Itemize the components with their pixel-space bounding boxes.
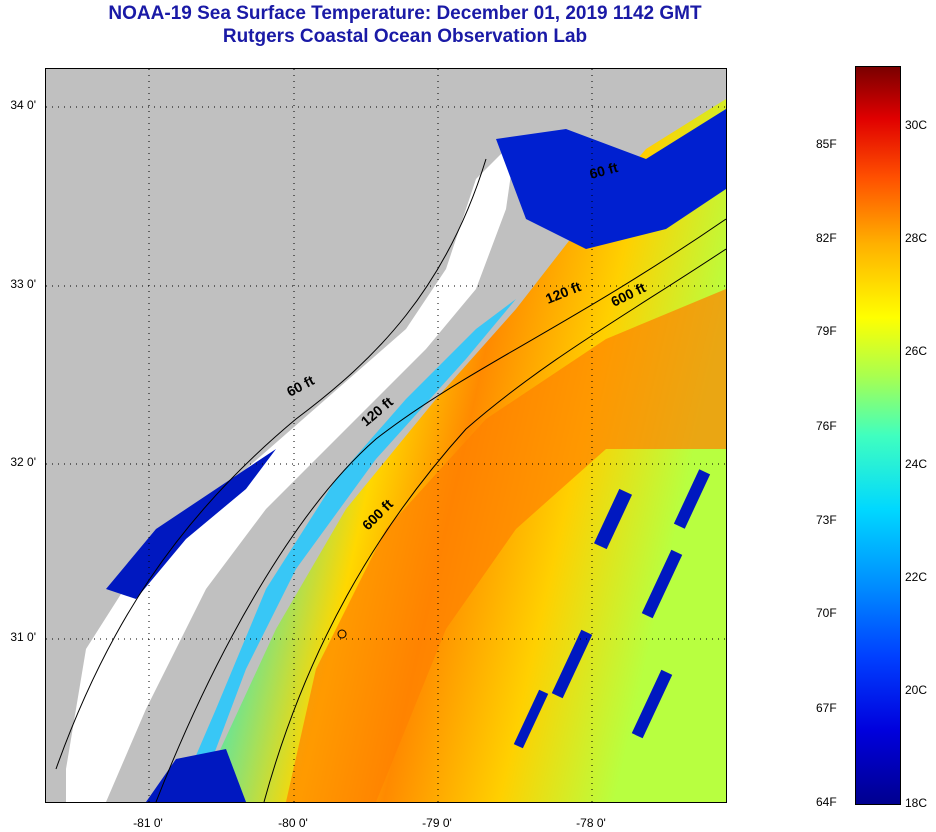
colorbar-label-64f: 64F [816, 795, 837, 809]
colorbar-label-79f: 79F [816, 324, 837, 338]
lat-label-34: 34 0' [10, 98, 36, 112]
lon-label-81: -81 0' [133, 816, 163, 830]
colorbar-label-18c: 18C [905, 796, 928, 810]
colorbar-label-67f: 67F [816, 701, 837, 715]
lon-label-80: -80 0' [278, 816, 308, 830]
lon-label-79: -79 0' [422, 816, 452, 830]
sst-map-canvas: 60 ft 120 ft 600 ft 120 ft 600 ft 60 ft [46, 69, 726, 802]
lat-label-31: 31 0' [10, 630, 36, 644]
offshore-cold-streaks [513, 469, 711, 749]
lon-label-78: -78 0' [576, 816, 606, 830]
northeast-land [606, 69, 726, 129]
lat-label-32: 32 0' [10, 455, 36, 469]
colorbar-label-73f: 73F [816, 513, 837, 527]
bathymetry-contours [55, 158, 726, 802]
nearshore-cool-band [176, 299, 516, 802]
map-subtitle: Rutgers Coastal Ocean Observation Lab [222, 26, 588, 47]
colorbar-label-76f: 76F [816, 419, 837, 433]
map-title: NOAA-19 Sea Surface Temperature: Decembe… [108, 3, 702, 24]
colorbar-label-82f: 82F [816, 231, 837, 245]
contour-120ft [155, 218, 726, 802]
colorbar-label-28c: 28C [905, 231, 928, 245]
contour-600ft [263, 248, 726, 802]
colorbar-label-24c: 24C [905, 457, 928, 471]
colorbar-label-30c: 30C [905, 118, 928, 132]
colorbar-label-70f: 70F [816, 606, 837, 620]
no-data-band [66, 139, 516, 802]
colorbar-label-26c: 26C [905, 344, 928, 358]
warm-core [286, 289, 726, 802]
contour-60ft [55, 158, 487, 770]
southwest-cold-patch [146, 749, 246, 802]
sst-map[interactable]: 60 ft 120 ft 600 ft 120 ft 600 ft 60 ft [45, 68, 727, 803]
colorbar-label-20c: 20C [905, 683, 928, 697]
northeast-cold-water [496, 109, 726, 249]
colorbar-label-85f: 85F [816, 137, 837, 151]
land [46, 69, 506, 669]
lat-label-33: 33 0' [10, 277, 36, 291]
contour-label-60ft-north: 60 ft [588, 159, 620, 182]
graticule [46, 69, 726, 802]
buoy-marker [337, 629, 347, 639]
temperature-colorbar [855, 66, 901, 805]
colorbar-label-22c: 22C [905, 570, 928, 584]
